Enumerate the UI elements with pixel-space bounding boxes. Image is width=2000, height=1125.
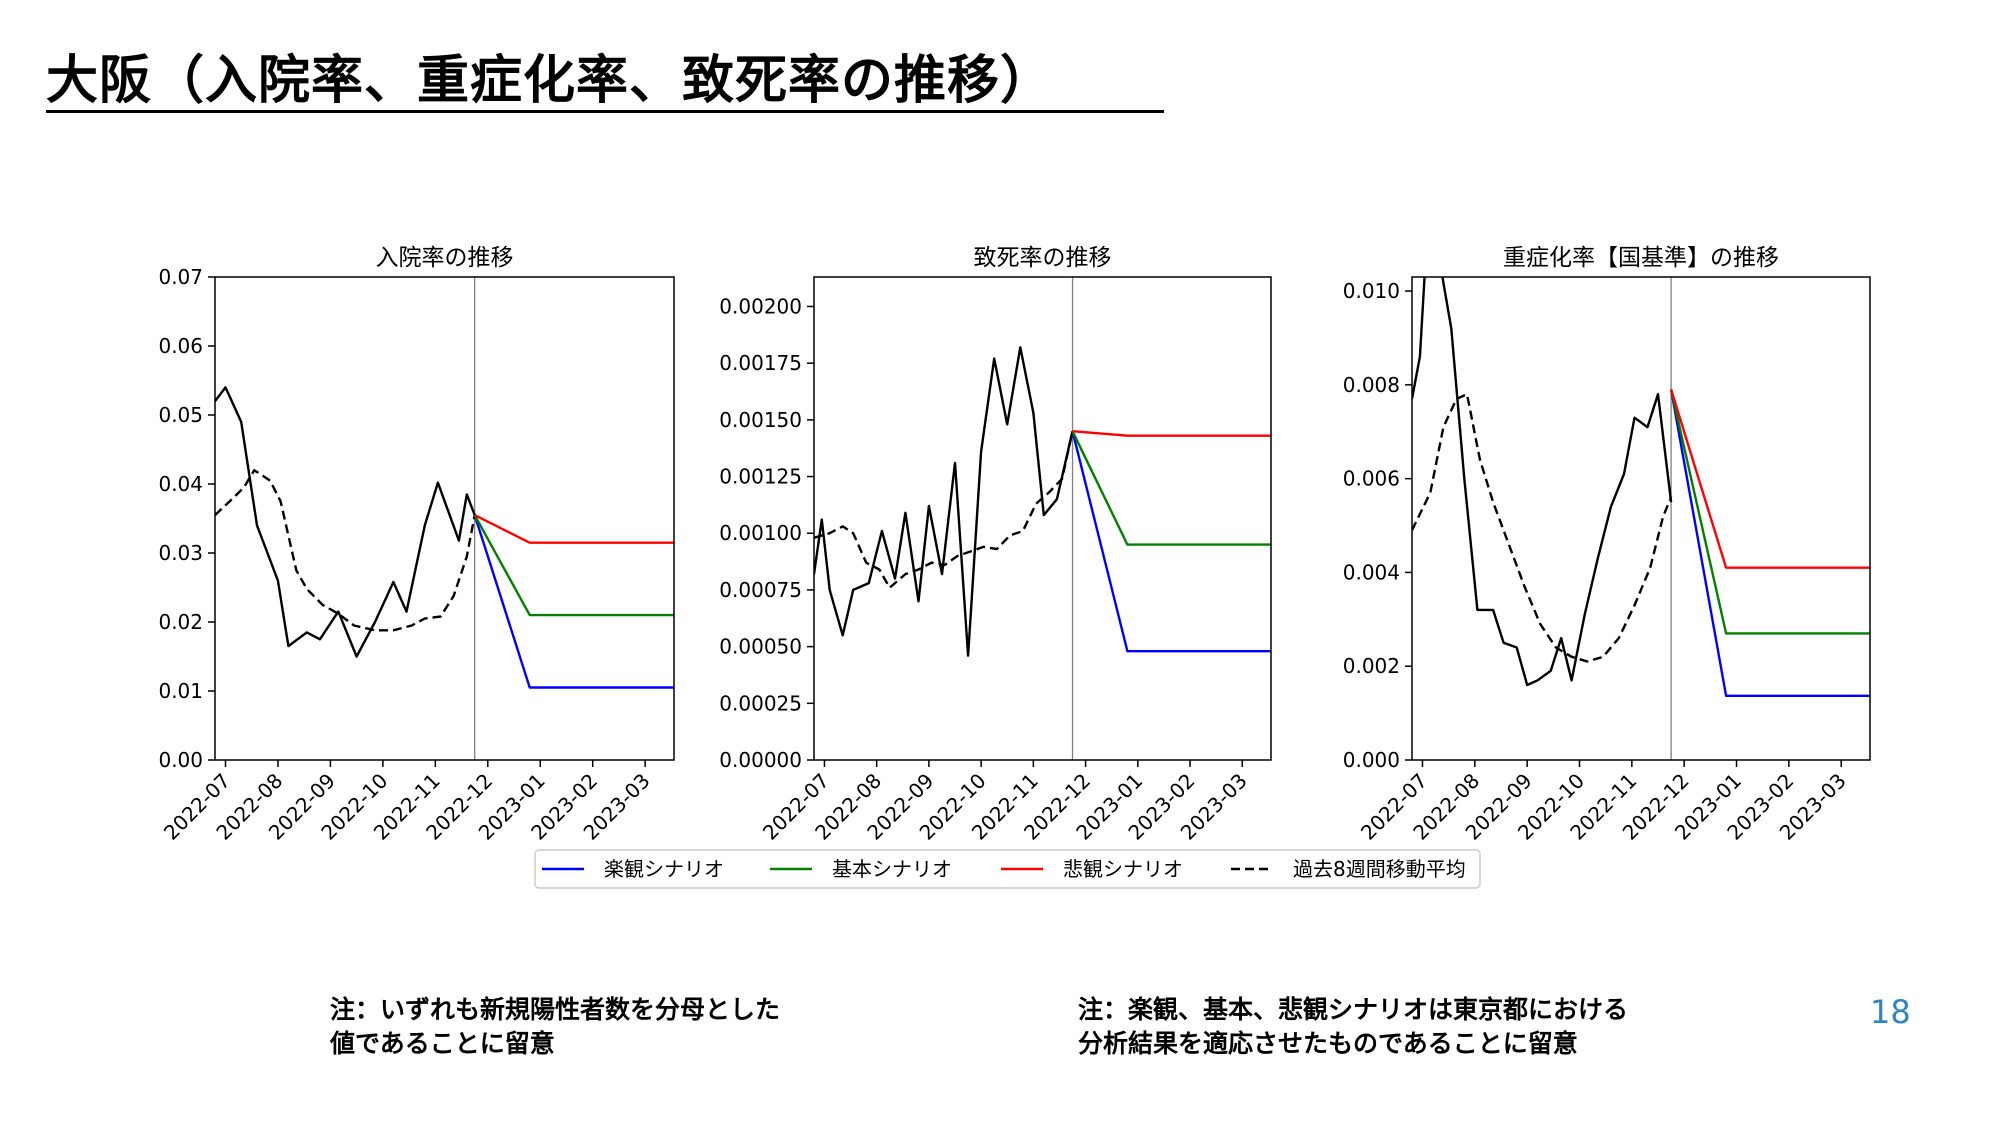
chart-legend: 楽観シナリオ 基本シナリオ 悲観シナリオ 過去8週間移動平均 — [534, 849, 1481, 889]
chart-title: 重症化率【国基準】の推移 — [1503, 245, 1779, 271]
note-right: 注：楽観、基本、悲観シナリオは東京都における 分析結果を適応させたものであること… — [1078, 993, 1628, 1061]
y-tick-label: 0.010 — [1343, 279, 1400, 303]
series-line — [1412, 277, 1673, 687]
series-line — [215, 469, 476, 632]
y-tick-label: 0.00075 — [719, 578, 802, 602]
chart-panel-severity: 重症化率【国基準】の推移 0.000 0.002 0.004 0.006 0.008 0.0… — [1343, 245, 1871, 845]
chart-title: 致死率の推移 — [974, 245, 1112, 271]
legend-label: 基本シナリオ — [832, 857, 952, 881]
y-tick-label: 0.00150 — [719, 408, 802, 432]
series-line — [215, 386, 476, 658]
series-line — [814, 346, 1074, 657]
y-tick-label: 0.00000 — [719, 748, 802, 772]
plot-frame — [214, 276, 675, 761]
chart-title: 入院率の推移 — [376, 245, 514, 271]
y-tick-label: 0.01 — [158, 679, 203, 703]
y-tick-label: 0.03 — [158, 541, 203, 565]
series-line — [1071, 430, 1271, 653]
series-line — [1072, 430, 1271, 437]
series-line — [814, 430, 1074, 589]
note-left-line1: 注：いずれも新規陽性者数を分母とした — [330, 995, 781, 1024]
series-line — [1412, 393, 1673, 663]
series-line — [1669, 389, 1870, 635]
series-line — [473, 514, 674, 689]
y-tick-label: 0.00100 — [719, 521, 802, 545]
plot-frame — [813, 276, 1272, 761]
series-line — [1669, 389, 1870, 697]
y-tick-label: 0.00175 — [719, 351, 802, 375]
y-tick-label: 0.04 — [158, 472, 203, 496]
y-tick-label: 0.00200 — [719, 294, 802, 318]
note-right-line1: 注：楽観、基本、悲観シナリオは東京都における — [1078, 995, 1629, 1024]
y-tick-label: 0.008 — [1343, 373, 1400, 397]
series-line — [1071, 430, 1271, 546]
note-right-line2: 分析結果を適応させたものであることに留意 — [1078, 1029, 1578, 1058]
legend-label: 過去8週間移動平均 — [1293, 857, 1466, 881]
y-tick-label: 0.00050 — [719, 635, 802, 659]
chart-panel-fatality: 致死率の推移 0.00000 0.00025 0.00050 0.00075 0.0010… — [719, 245, 1272, 845]
legend-label: 楽観シナリオ — [604, 857, 724, 881]
series-group — [215, 386, 674, 689]
legend-label: 悲観シナリオ — [1063, 857, 1183, 881]
y-tick-label: 0.07 — [158, 265, 203, 289]
title-underline — [46, 110, 1164, 113]
y-tick-label: 0.006 — [1343, 467, 1400, 491]
y-tick-label: 0.00125 — [719, 465, 802, 489]
series-line — [473, 514, 674, 617]
note-left-line2: 値であることに留意 — [330, 1029, 555, 1058]
y-tick-label: 0.02 — [158, 610, 203, 634]
plot-frame — [1411, 276, 1871, 761]
note-left: 注：いずれも新規陽性者数を分母とした 値であることに留意 — [330, 993, 780, 1061]
series-line — [474, 514, 674, 544]
y-tick-label: 0.004 — [1343, 560, 1400, 584]
y-tick-label: 0.05 — [158, 403, 203, 427]
y-tick-label: 0.00025 — [719, 691, 802, 715]
y-tick-label: 0.002 — [1343, 654, 1400, 678]
y-tick-label: 0.000 — [1343, 748, 1400, 772]
y-tick-label: 0.00 — [158, 748, 203, 772]
series-line — [1669, 389, 1870, 569]
page-number: 18 — [1870, 993, 1911, 1031]
chart-panel-hospitalization: 入院率の推移0.000.010.020.030.040.050.060.0720… — [158, 245, 675, 845]
slide-title: 大阪（入院率、重症化率、致死率の推移） — [46, 51, 1054, 111]
series-group — [814, 346, 1271, 657]
y-tick-label: 0.06 — [158, 334, 203, 358]
series-group — [1412, 277, 1870, 697]
